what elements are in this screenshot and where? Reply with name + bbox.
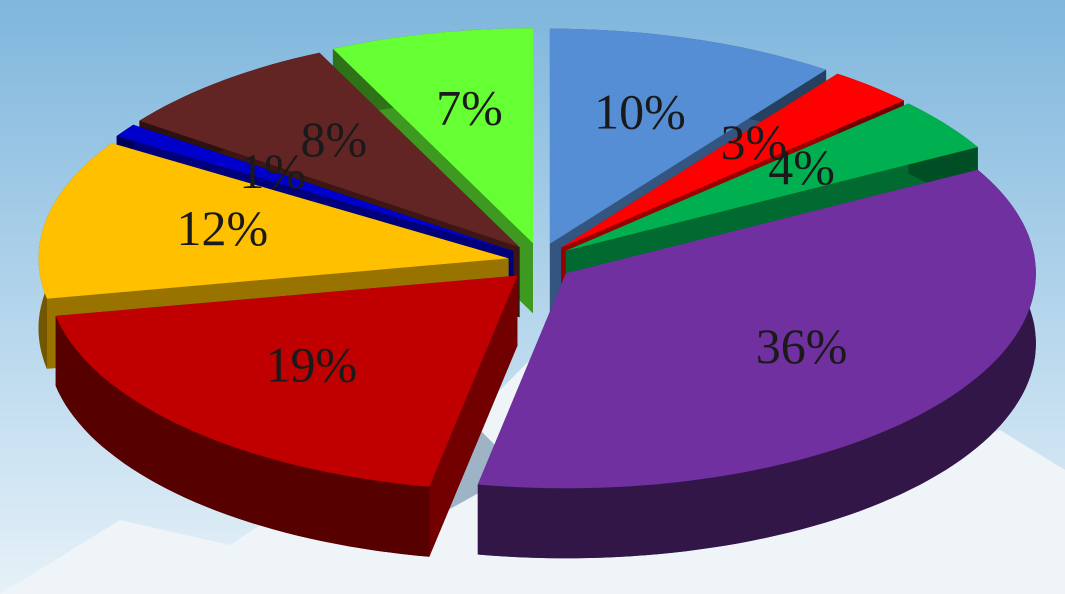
slice-outer-wall — [55, 315, 430, 557]
data-label: 8% — [301, 111, 368, 167]
slice — [139, 52, 520, 248]
data-label: 10% — [594, 83, 686, 139]
data-label: 12% — [177, 200, 269, 256]
slice — [561, 73, 904, 248]
slice — [38, 143, 509, 299]
slice — [549, 28, 827, 244]
slice-outer-wall — [477, 169, 1036, 559]
data-label: 19% — [265, 336, 357, 392]
data-label: 3% — [721, 114, 788, 170]
pie: 10% 3%4% 36% 19% 12%1%8% 7% — [38, 28, 1036, 559]
slice — [55, 275, 518, 487]
slice — [332, 28, 533, 244]
data-label: 7% — [436, 80, 503, 136]
data-label: 4% — [768, 139, 835, 195]
slice — [565, 103, 978, 251]
data-label: 1% — [239, 143, 306, 199]
data-label: 36% — [756, 318, 848, 374]
slice — [477, 169, 1036, 489]
slice — [116, 124, 514, 252]
